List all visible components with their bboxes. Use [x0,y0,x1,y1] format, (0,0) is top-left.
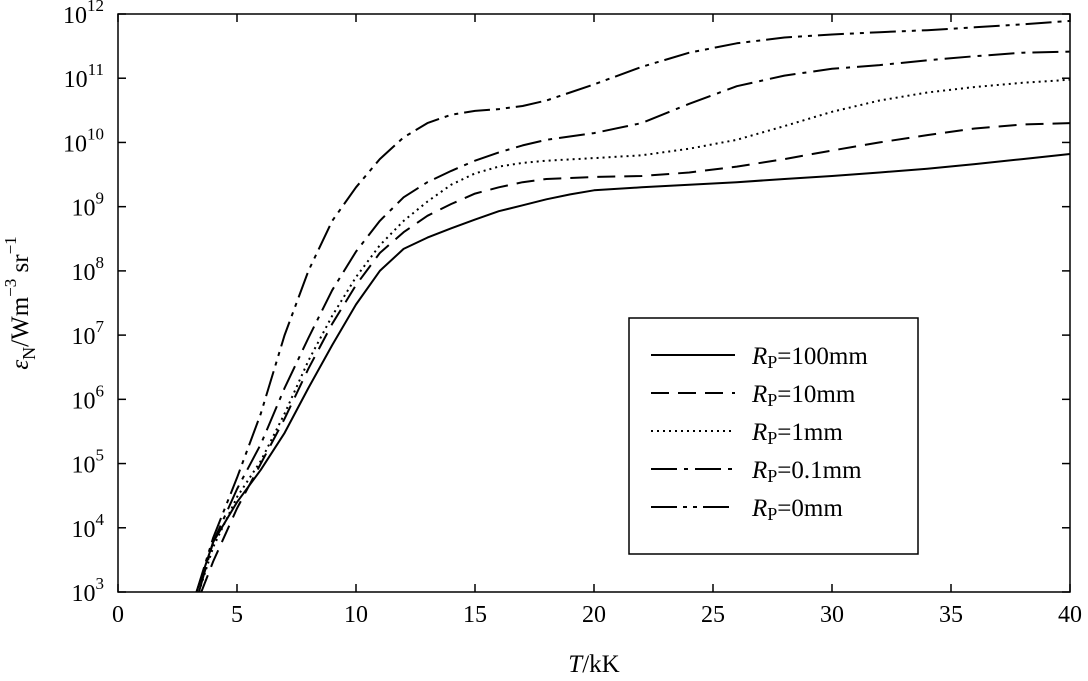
y-tick-label: 105 [72,446,105,479]
y-axis-label: εN/Wm−3 sr−1 [1,236,39,369]
y-tick-label: 1010 [63,124,104,157]
x-tick-label: 25 [701,602,725,628]
y-tick-label: 1011 [64,60,104,93]
x-tick-label: 35 [939,602,963,628]
y-tick-label: 109 [72,189,105,222]
x-tick-label: 15 [463,602,487,628]
y-tick-label: 103 [72,574,105,607]
x-tick-label: 10 [344,602,368,628]
plot-frame [117,13,1071,593]
series-line-dashed [200,122,1071,593]
x-axis-label: T/kK [568,651,619,676]
x-tick-label: 30 [820,602,844,628]
legend-label: RP=0mm [751,495,843,524]
x-tick-label: 5 [231,602,243,628]
x-tick-label: 20 [582,602,606,628]
legend-label: RP=1mm [751,419,843,448]
legend-label: RP=100mm [751,343,868,372]
series-layer [195,19,1071,593]
y-tick-label: 104 [72,510,105,543]
x-axis-ticks: 0 5 10 15 20 25 30 35 40 [112,14,1082,628]
legend-entries: RP=100mm RP=10mm RP=1mm RP=0.1mm RP=0mm [651,343,868,524]
series-line-dashdotdot [195,19,1071,593]
legend-label: RP=0.1mm [751,457,862,486]
x-tick-label: 0 [112,602,124,628]
y-tick-label: 107 [72,317,105,350]
y-tick-label: 108 [72,253,105,286]
x-tick-label: 40 [1058,602,1082,628]
y-tick-label: 106 [72,381,105,414]
y-tick-label: 1012 [63,0,104,29]
series-line-dashdot [197,50,1071,593]
legend-label: RP=10mm [751,381,856,410]
legend: RP=100mm RP=10mm RP=1mm RP=0.1mm RP=0mm [628,317,919,555]
y-axis-ticks: 103 104 105 106 107 108 109 1010 1011 1012 [63,0,1070,607]
series-line-solid [195,153,1071,593]
legend-box [628,317,919,555]
